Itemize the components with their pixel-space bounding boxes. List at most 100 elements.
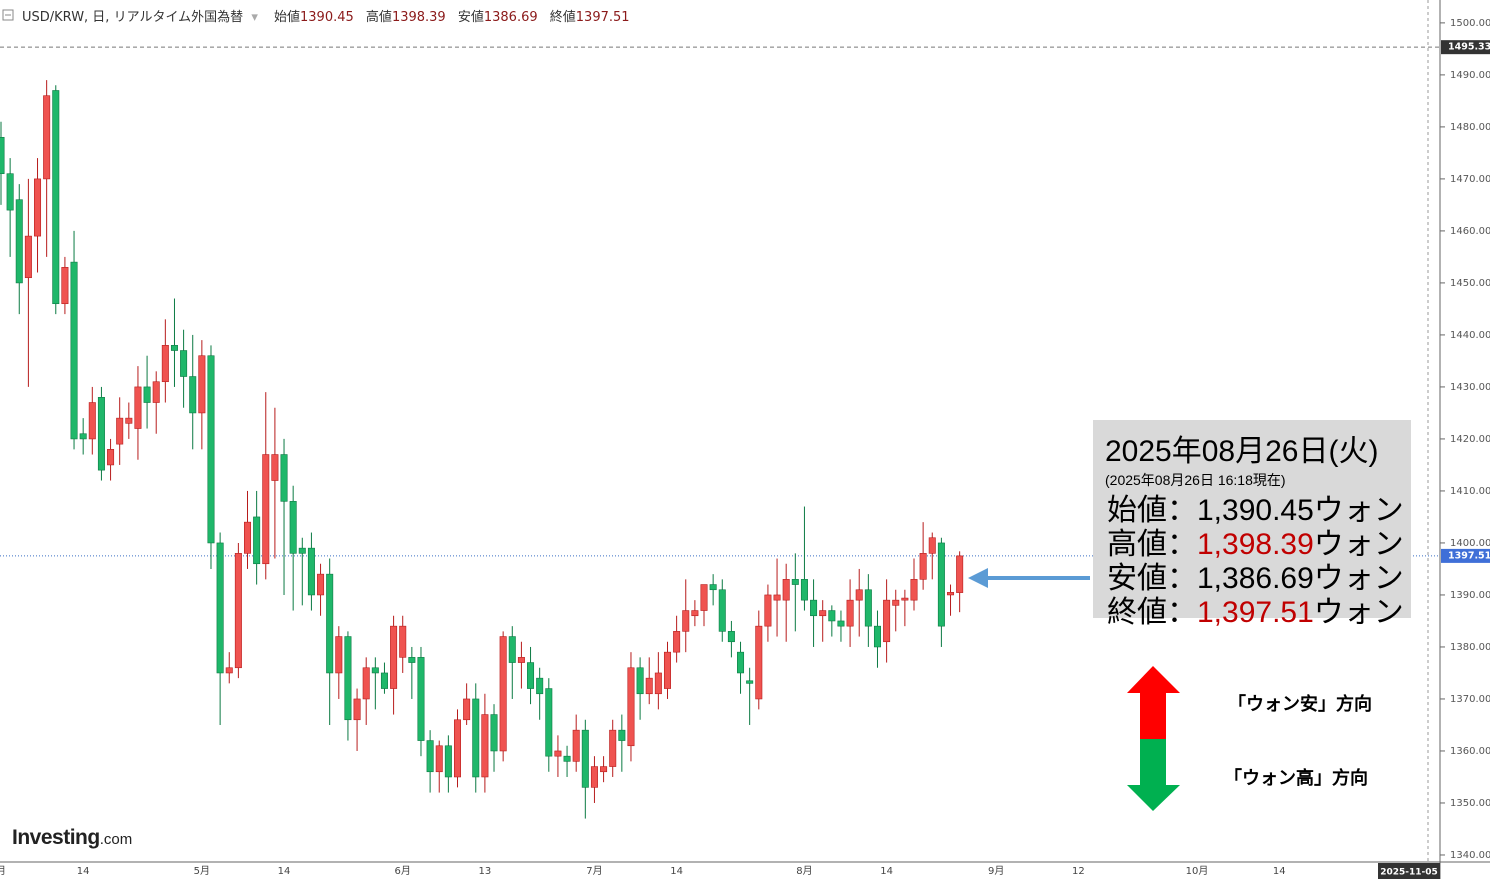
- candle-body: [408, 657, 416, 663]
- candle-body: [335, 636, 343, 674]
- row-value: 1,397.51: [1197, 596, 1314, 629]
- candle-body: [198, 355, 206, 414]
- candle-body: [463, 698, 471, 721]
- annotation-date: 2025年08月26日(火): [1105, 435, 1379, 468]
- x-tick-label: 12: [1072, 866, 1085, 877]
- candle-body: [125, 417, 133, 424]
- candle-body: [161, 345, 169, 383]
- candle-body: [709, 584, 717, 591]
- row-unit: ウォン: [1313, 562, 1404, 595]
- x-tick-label: 8月: [796, 865, 812, 877]
- candle-body: [344, 636, 352, 721]
- candle-body: [727, 631, 735, 643]
- annotation-row: 終値：1,397.51ウォン: [1107, 596, 1411, 630]
- direction-label: 「ウォン安」方向: [1228, 694, 1372, 714]
- up-arrow-shaft: [1140, 693, 1166, 739]
- value: 1398.39: [391, 10, 446, 25]
- candle-body: [746, 680, 754, 684]
- candle-body: [61, 267, 69, 305]
- row-value: 1,386.69: [1197, 562, 1314, 595]
- candle-body: [280, 454, 288, 502]
- candle-body: [627, 667, 635, 747]
- y-tick-label: 1360.00: [1450, 746, 1490, 757]
- candle-body: [380, 672, 388, 689]
- label: 終値: [549, 10, 576, 25]
- y-tick-label: 1420.00: [1450, 434, 1490, 445]
- candle-body: [97, 397, 105, 471]
- candle-body: [800, 579, 808, 601]
- down-arrow-shaft: [1140, 739, 1166, 785]
- candle-body: [791, 579, 799, 585]
- candle-body: [910, 579, 918, 601]
- row-label: 安値：: [1107, 562, 1197, 595]
- candle-body: [663, 651, 671, 689]
- candle-body: [490, 714, 498, 752]
- candle-body: [691, 610, 699, 617]
- x-tick-label: 6月: [395, 865, 411, 877]
- candle-body: [116, 417, 124, 445]
- y-tick-label: 1460.00: [1450, 226, 1490, 237]
- candle-body: [673, 631, 681, 653]
- logo-name: Investing: [12, 826, 100, 849]
- candle-body: [901, 597, 909, 601]
- value: 1386.69: [483, 10, 538, 25]
- candle-body: [618, 729, 626, 741]
- logo: Investing.com: [12, 826, 132, 850]
- annotation-row: 始値：1,390.45ウォン: [1107, 494, 1411, 528]
- annotation-box: 2025年08月26日(火) (2025年08月26日 16:18現在) 始値：…: [1093, 420, 1411, 629]
- candle-body: [527, 662, 535, 689]
- candle-body: [773, 594, 781, 601]
- candle-body: [590, 766, 598, 788]
- candle-body: [444, 745, 452, 778]
- candle-body: [645, 677, 653, 695]
- candle-body: [426, 740, 434, 773]
- x-tick-label: 9月: [988, 865, 1004, 877]
- pointer-arrow-head: [968, 568, 988, 588]
- candle-body: [79, 433, 87, 440]
- candle-body: [298, 547, 306, 554]
- symbol-title: USD/KRW, 日, リアルタイム外国為替: [22, 10, 244, 25]
- candle-body: [216, 542, 224, 674]
- dropdown[interactable]: ▾: [251, 10, 258, 25]
- candle-body: [234, 553, 242, 669]
- candle-body: [225, 667, 233, 674]
- candle-body: [682, 610, 690, 632]
- candle-body: [636, 667, 644, 695]
- y-tick-label: 1370.00: [1450, 694, 1490, 705]
- annotation-rows: 始値：1,390.45ウォン 高値：1,398.39ウォン 安値：1,386.69ウ…: [1093, 494, 1411, 630]
- annotation-timestamp: (2025年08月26日 16:18現在): [1105, 472, 1286, 488]
- candle-body: [307, 547, 315, 596]
- row-value: 1,398.39: [1197, 528, 1314, 561]
- candle-body: [846, 599, 854, 627]
- down-arrow-head: [1127, 785, 1180, 811]
- value: 1397.51: [575, 10, 630, 25]
- candle-body: [919, 553, 927, 580]
- candle-body: [855, 589, 863, 601]
- candle-body: [947, 592, 955, 596]
- candle-body: [864, 589, 872, 627]
- candle-body: [52, 90, 60, 305]
- x-tick-label: 月: [0, 865, 6, 877]
- candle-body: [928, 537, 936, 554]
- collapse-icon[interactable]: [2, 9, 14, 21]
- y-tick-label: 1350.00: [1450, 798, 1490, 809]
- x-tick-label: 13: [479, 866, 492, 877]
- candle-body: [207, 355, 215, 544]
- label: 高値: [365, 10, 392, 25]
- candle-body: [956, 555, 964, 593]
- row-unit: ウォン: [1313, 596, 1404, 629]
- candle-body: [34, 178, 42, 237]
- row-unit: ウォン: [1313, 494, 1404, 527]
- candle-body: [253, 516, 261, 565]
- crosshair-date: 2025-11-05: [1380, 868, 1438, 878]
- row-label: 高値：: [1107, 528, 1197, 561]
- x-tick-label: 7月: [586, 865, 602, 877]
- candle-body: [508, 636, 516, 663]
- last-price-label: 1397.51: [1448, 550, 1490, 561]
- candle-body: [152, 381, 160, 403]
- candle-body: [435, 745, 443, 773]
- candle-body: [764, 594, 772, 627]
- y-tick-label: 1500.00: [1450, 18, 1490, 29]
- y-tick-label: 1340.00: [1450, 850, 1490, 861]
